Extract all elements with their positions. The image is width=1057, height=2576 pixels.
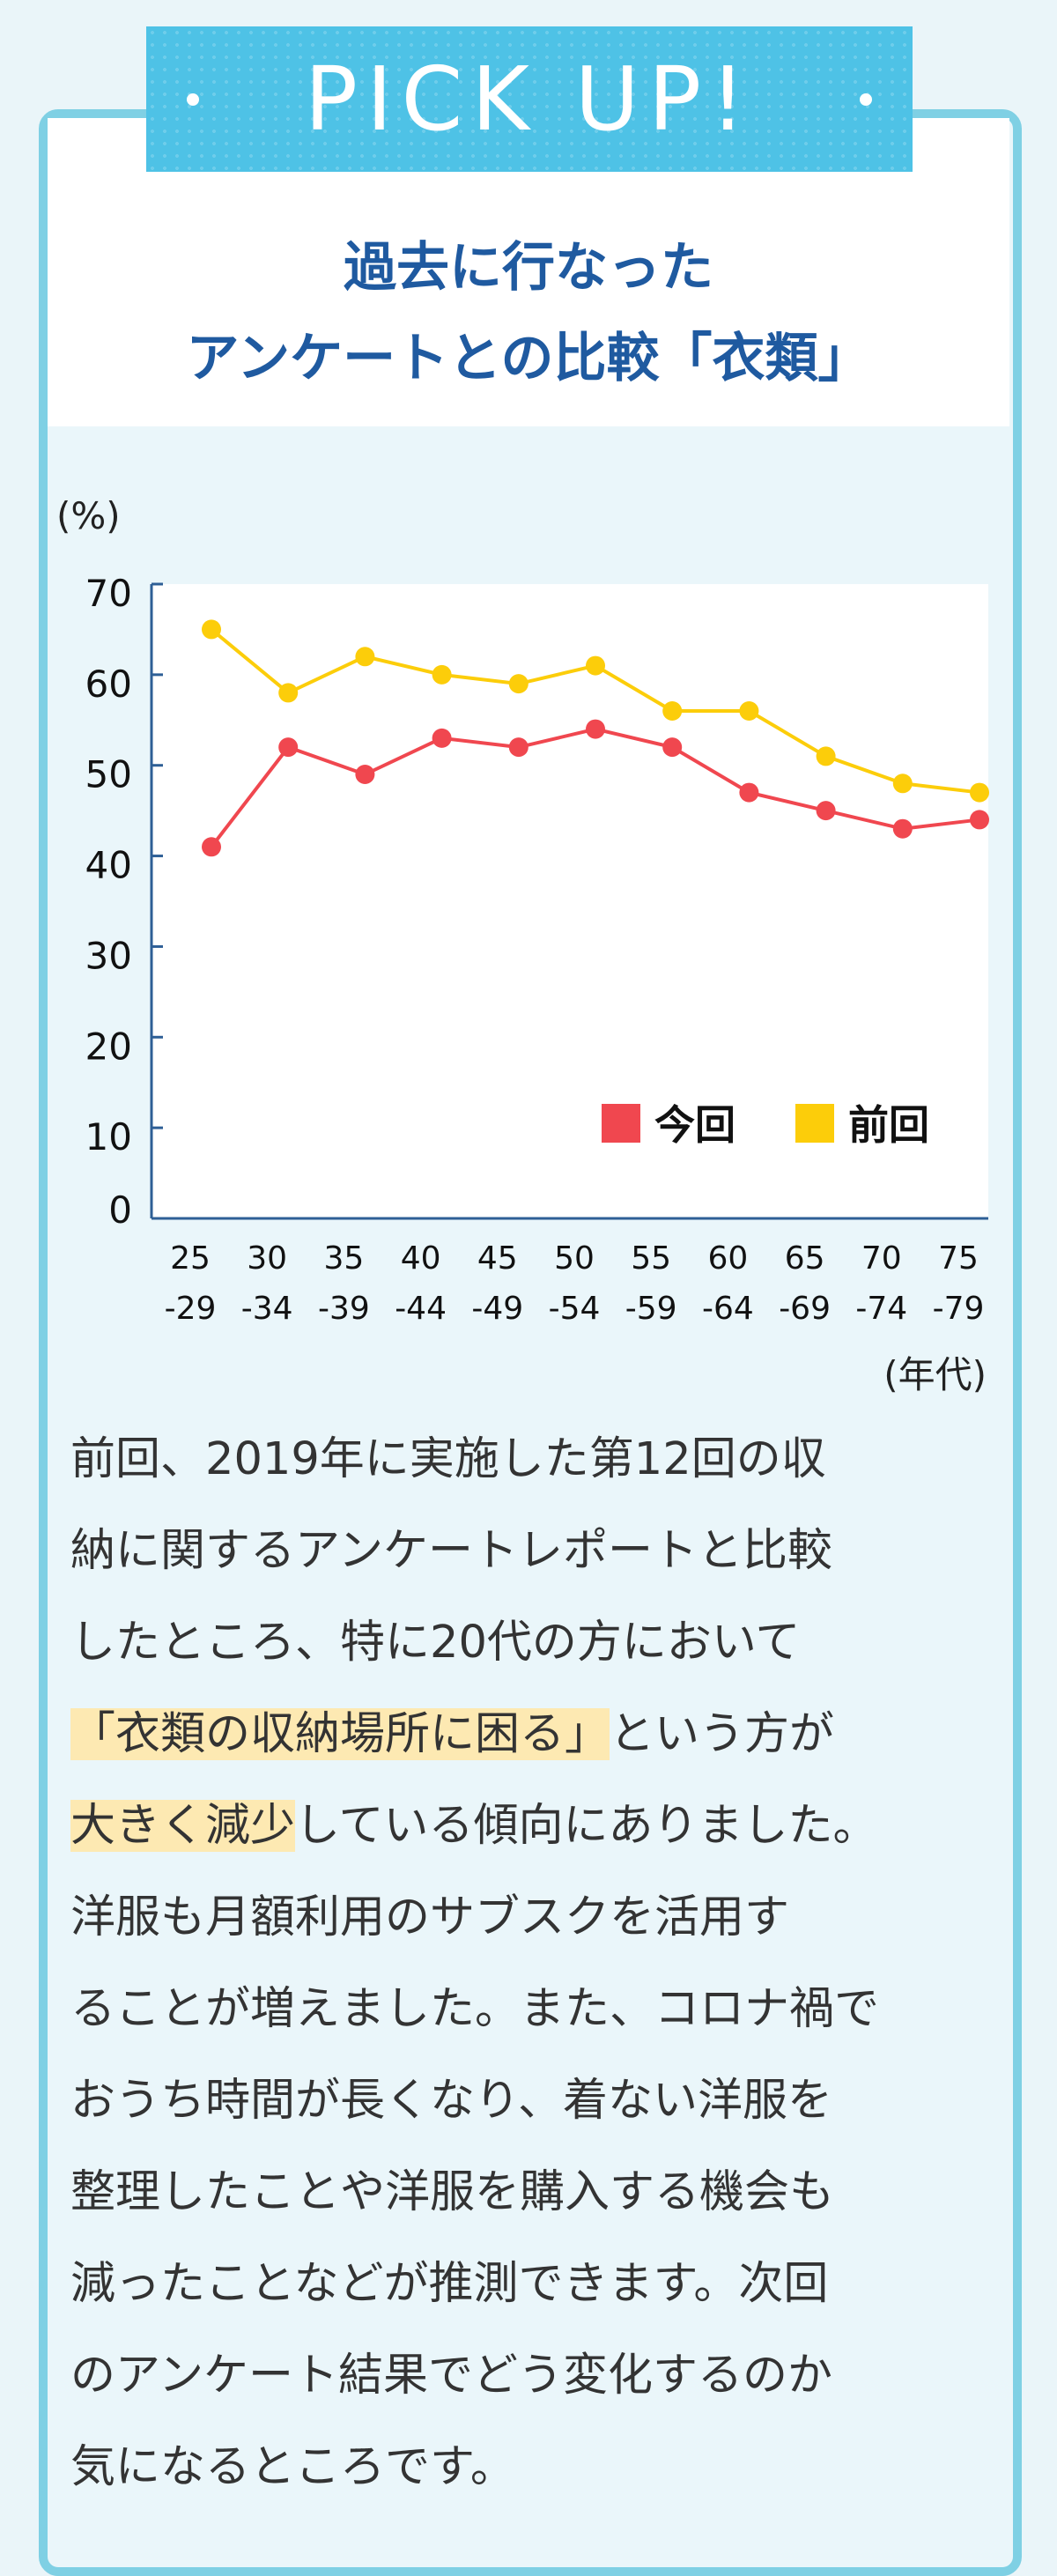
data-point [970, 810, 989, 830]
title-line-1: 過去に行なった [344, 237, 713, 299]
data-point [970, 782, 989, 803]
y-tick-label: 50 [85, 753, 132, 796]
x-tick-label: 75 [938, 1240, 979, 1277]
data-point [202, 619, 221, 640]
data-point [355, 765, 375, 784]
body-line: 納に関するアンケートレポートと比較 [70, 1525, 832, 1577]
x-tick-label: 65 [785, 1240, 825, 1277]
data-point [202, 837, 221, 857]
description-text: 前回、2019年に実施した第12回の収 納に関するアンケートレポートと比較 した… [70, 1414, 987, 2513]
body-line-rest: している傾向にありました。 [295, 1800, 878, 1852]
x-tick-label: 50 [554, 1240, 595, 1277]
line-chart: (%) (年代) 0 10 20 30 40 50 60 70 25 -29 30 -34 35 -39… [56, 494, 989, 1396]
data-point [816, 746, 836, 766]
body-line: 気になるところです。 [70, 2441, 515, 2493]
pickup-banner: PICK UP! [146, 26, 913, 172]
x-tick-label: 40 [401, 1240, 441, 1277]
data-point [662, 737, 683, 758]
data-point [278, 683, 299, 703]
banner-dot-right [860, 93, 872, 106]
y-tick-label: 30 [85, 934, 132, 977]
banner-dot-left [187, 93, 199, 106]
legend-label: 前回 [848, 1101, 929, 1149]
data-point [586, 655, 605, 676]
body-line: 洋服も月額利用のサブスクを活用す [70, 1891, 790, 1943]
data-point [892, 774, 913, 794]
x-tick-label: -49 [471, 1291, 523, 1327]
body-line: おうち時間が長くなり、着ない洋服を [70, 2075, 832, 2127]
highlighted-phrase: 大きく減少 [70, 1800, 296, 1852]
x-tick-label: -74 [855, 1291, 907, 1327]
x-tick-label: 45 [477, 1240, 518, 1277]
x-tick-label: 35 [323, 1240, 364, 1277]
body-line: 減ったことなどが推測できます。次回 [70, 2258, 829, 2310]
x-tick-label: -79 [933, 1291, 985, 1327]
y-tick-label: 70 [85, 572, 132, 615]
x-axis-unit: (年代) [883, 1353, 987, 1396]
body-line: 「衣類の収納場所に困る」という方が [70, 1689, 987, 1780]
x-tick-label: 60 [707, 1240, 748, 1277]
data-point [739, 782, 759, 803]
data-point [816, 801, 836, 821]
x-tick-label: -44 [395, 1291, 447, 1327]
banner-label: PICK UP! [304, 48, 755, 151]
x-tick-label: -69 [779, 1291, 831, 1327]
x-tick-label: -34 [241, 1291, 293, 1327]
x-tick-label: -39 [318, 1291, 370, 1327]
data-point [586, 719, 605, 739]
data-point [739, 701, 759, 721]
title-line-2: アンケートとの比較「衣類」 [186, 328, 871, 389]
x-tick-label: 30 [247, 1240, 287, 1277]
x-tick-label: -59 [625, 1291, 677, 1327]
pickup-card [39, 109, 1022, 2576]
x-tick-label: -29 [165, 1291, 217, 1327]
x-tick-label: 55 [631, 1240, 671, 1277]
body-line: したところ、特に20代の方において [70, 1617, 801, 1669]
data-point [508, 737, 528, 758]
data-point [432, 664, 452, 685]
legend-swatch [795, 1104, 834, 1143]
legend-swatch [602, 1104, 640, 1143]
y-tick-label: 40 [85, 844, 132, 887]
x-tick-label: -64 [702, 1291, 754, 1327]
data-point [278, 737, 299, 758]
data-point [432, 728, 452, 748]
data-point [508, 674, 528, 694]
y-axis-unit: (%) [56, 494, 121, 537]
data-point [892, 818, 913, 839]
body-line: 大きく減少している傾向にありました。 [70, 1780, 987, 1872]
body-line: 前回、2019年に実施した第12回の収 [70, 1433, 826, 1485]
legend-label: 今回 [654, 1101, 735, 1149]
x-tick-label: 25 [170, 1240, 211, 1277]
data-point [662, 701, 683, 721]
x-tick-label: -54 [549, 1291, 601, 1327]
x-tick-label: 70 [861, 1240, 902, 1277]
y-tick-label: 0 [108, 1188, 132, 1232]
y-tick-label: 60 [85, 663, 132, 706]
data-point [355, 647, 375, 667]
body-line: のアンケート結果でどう変化するのか [70, 2350, 832, 2402]
highlighted-phrase: 「衣類の収納場所に困る」 [70, 1708, 610, 1760]
body-line: ることが増えました。また、コロナ禍で [70, 1983, 880, 2035]
y-tick-label: 10 [85, 1115, 132, 1158]
body-line-rest: という方が [610, 1708, 835, 1760]
y-tick-label: 20 [85, 1025, 132, 1068]
body-line: 整理したことや洋服を購入する機会も [70, 2166, 835, 2218]
